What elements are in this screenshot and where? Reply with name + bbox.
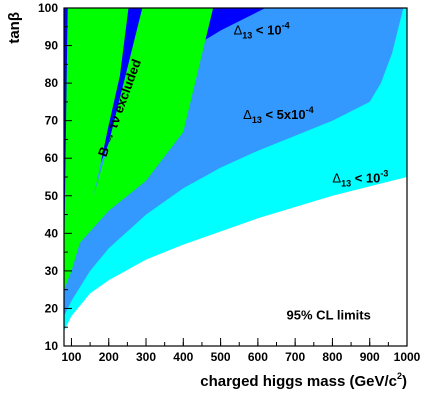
- x-axis-title-sup: 2: [397, 371, 402, 381]
- annotation-symbol: Δ: [332, 171, 341, 186]
- annotation-d13-5e-4: Δ13 < 5x10-4: [243, 105, 313, 125]
- x-tick-label: 200: [99, 350, 119, 364]
- x-axis-title: charged higgs mass (GeV/c2): [200, 371, 407, 390]
- regions-layer: [64, 8, 407, 346]
- annotation-rel: < 10: [252, 22, 281, 37]
- annotation-sub: 13: [341, 179, 351, 189]
- x-tick-label: 700: [285, 350, 305, 364]
- y-tick-label: 30: [45, 264, 59, 278]
- annotation-rel: < 10: [351, 171, 380, 186]
- x-tick-label: 900: [360, 350, 380, 364]
- annotation-sup: -4: [306, 105, 314, 115]
- annotation-sub: 13: [252, 115, 262, 125]
- annotation-cl-limits: 95% CL limits: [287, 308, 371, 323]
- x-axis-title-end: ): [402, 373, 407, 390]
- annotation-sup: -3: [380, 169, 388, 179]
- y-tick-label: 90: [45, 39, 59, 53]
- y-tick-label: 70: [45, 114, 59, 128]
- region-b-to-tau-nu-outer: [71, 8, 214, 253]
- x-tick-label: 600: [248, 350, 268, 364]
- y-tick-label: 10: [45, 339, 59, 353]
- x-tick-label: 500: [211, 350, 231, 364]
- annotation-d13-1e-4: Δ13 < 10-4: [234, 20, 290, 40]
- annotation-rel: < 5x10: [262, 107, 306, 122]
- annotation-d13-1e-3: Δ13 < 10-3: [332, 169, 388, 189]
- x-tick-label: 400: [173, 350, 193, 364]
- x-tick-label: 100: [61, 350, 81, 364]
- x-tick-label: 800: [322, 350, 342, 364]
- annotation-symbol: Δ: [243, 107, 252, 122]
- y-axis-title: tanβ: [6, 12, 23, 44]
- x-tick-label: 300: [136, 350, 156, 364]
- x-axis-title-main: charged higgs mass (GeV/c: [200, 373, 397, 390]
- y-tick-label: 50: [45, 189, 59, 203]
- annotation-sup: -4: [282, 20, 290, 30]
- annotation-symbol: Δ: [234, 22, 243, 37]
- y-tick-label: 40: [45, 226, 59, 240]
- y-tick-label: 20: [45, 301, 59, 315]
- x-tick-label: 1000: [394, 350, 421, 364]
- y-tick-label: 100: [38, 1, 58, 15]
- region-b-to-tau-nu-inner: [64, 8, 129, 290]
- y-tick-label: 60: [45, 151, 59, 165]
- y-tick-label: 80: [45, 76, 59, 90]
- annotation-sub: 13: [242, 30, 252, 40]
- axes-layer: 100 200 300 400 500 600 700 800 900 1000 10 20 30 40 5…: [6, 1, 421, 390]
